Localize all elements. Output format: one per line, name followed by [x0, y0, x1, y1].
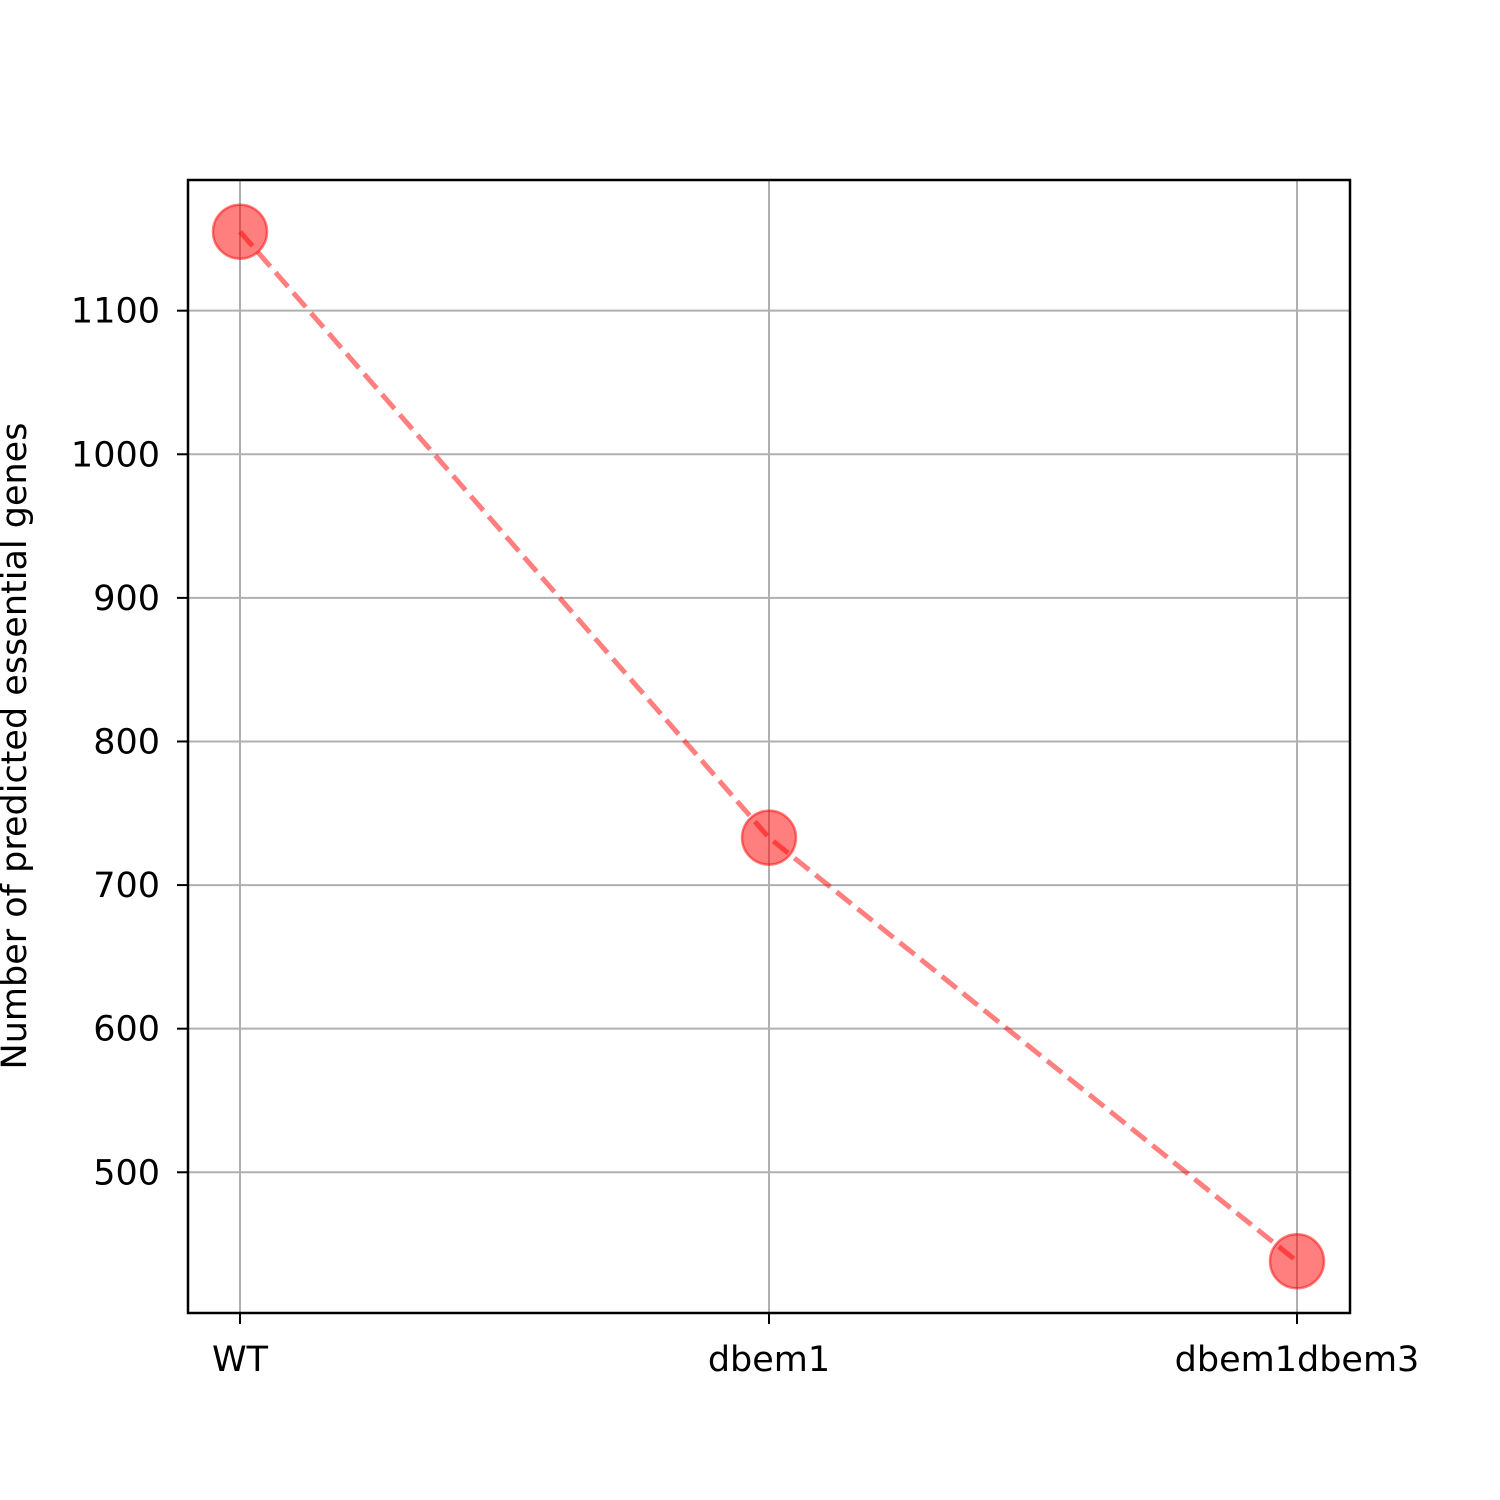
series-layer	[211, 203, 1326, 1290]
grid-lines	[188, 180, 1350, 1313]
series-line	[238, 230, 1299, 1264]
y-tick-label: 900	[93, 579, 160, 619]
y-tick-label: 600	[93, 1010, 160, 1050]
y-axis-title: Number of predicted essential genes	[0, 423, 35, 1070]
data-point	[211, 203, 269, 260]
y-tick-label: 1000	[71, 435, 160, 475]
axis-ticks: WT dbem1 dbem1dbem3 500 600 700 800 900 1000 1100	[71, 292, 1419, 1380]
x-tick-label: dbem1	[708, 1340, 830, 1380]
x-tick-label: WT	[212, 1340, 269, 1380]
y-tick-label: 1100	[71, 292, 160, 332]
y-tick-label: 500	[93, 1153, 160, 1193]
y-tick-label: 800	[93, 722, 160, 762]
y-tick-label: 700	[93, 866, 160, 906]
data-point	[740, 809, 798, 866]
data-point	[1268, 1233, 1326, 1290]
x-tick-label: dbem1dbem3	[1175, 1340, 1420, 1380]
